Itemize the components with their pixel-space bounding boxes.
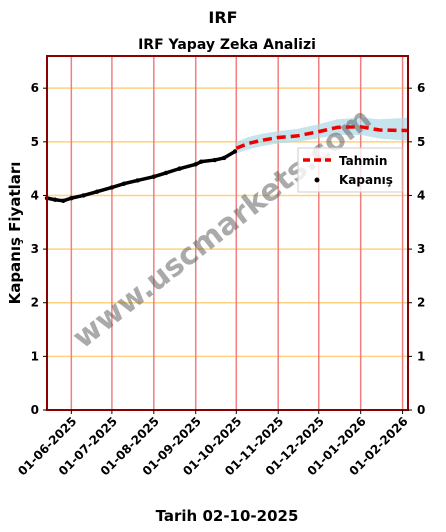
close-point: [212, 157, 217, 163]
x-ticks: 01-06-202501-07-202501-08-202501-09-2025…: [15, 410, 411, 478]
y-ticks-left: 0 1 2 3 4 5 6: [31, 81, 47, 417]
close-point: [81, 193, 86, 198]
legend-box: [297, 147, 403, 193]
chart-title: IRF Yapay Zeka Analizi: [138, 37, 316, 53]
close-point: [52, 197, 58, 202]
page-title: IRF: [208, 8, 237, 27]
close-point: [121, 181, 127, 186]
y-tick-label-left: 2: [31, 296, 39, 310]
y-tick-label-right: 3: [417, 242, 425, 256]
y-tick-label-right: 5: [417, 135, 425, 149]
close-series-line: [45, 149, 237, 203]
y-axis-label: Kapanış Fiyatları: [6, 162, 24, 305]
close-point: [193, 162, 198, 167]
y-tick-label-left: 0: [31, 403, 39, 417]
close-point: [61, 198, 66, 204]
y-tick-label-left: 5: [31, 135, 39, 149]
y-tick-label-right: 2: [417, 296, 425, 310]
watermark-text: www.uscmarkets.com: [66, 101, 378, 356]
close-point: [232, 149, 238, 154]
y-tick-label-right: 4: [417, 188, 425, 202]
y-tick-label-right: 0: [417, 403, 425, 417]
y-tick-label-left: 1: [31, 349, 39, 363]
forecast-series-line: [235, 125, 409, 150]
legend-label-forecast: Tahmin: [339, 154, 387, 168]
close-point: [109, 185, 115, 190]
close-point: [151, 174, 157, 179]
y-tick-label-right: 1: [417, 349, 425, 363]
legend-label-close: Kapanış: [339, 173, 393, 187]
y-tick-label-left: 6: [31, 81, 39, 95]
close-point: [94, 189, 100, 194]
close-point: [69, 195, 74, 201]
legend-swatch-close: [314, 177, 320, 183]
series-layer: [44, 125, 409, 204]
close-point: [221, 155, 227, 161]
close-point: [135, 178, 140, 183]
y-tick-label-left: 4: [31, 188, 39, 202]
plot-frame: [46, 55, 409, 411]
legend: Tahmin Kapanış: [297, 147, 403, 193]
grid-layer: [47, 56, 408, 410]
close-point: [163, 170, 169, 176]
y-ticks-right: 0 1 2 3 4 5 6: [408, 81, 425, 417]
close-point: [198, 159, 204, 164]
y-tick-label-right: 6: [417, 81, 425, 95]
close-point: [177, 166, 182, 171]
y-tick-label-left: 3: [31, 242, 39, 256]
date-label: Tarih 02-10-2025: [156, 507, 299, 525]
